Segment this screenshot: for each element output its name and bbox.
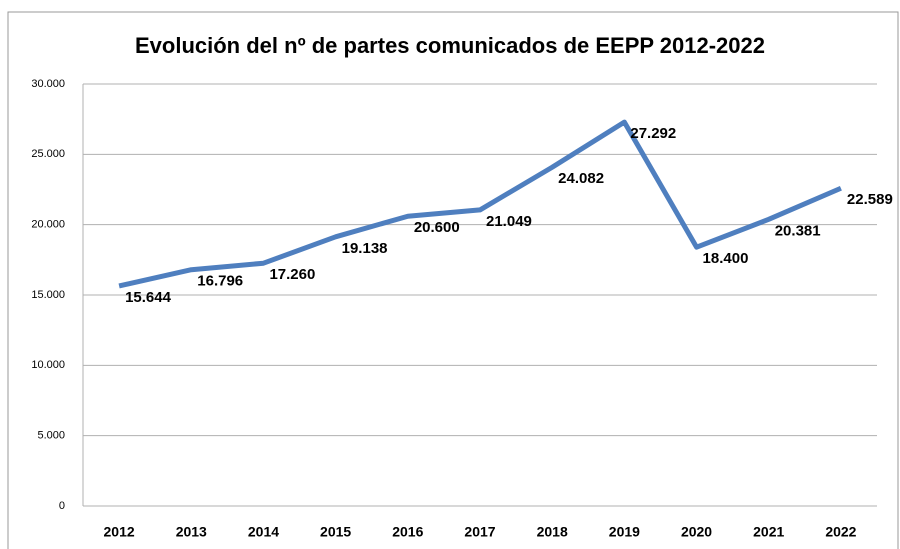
chart-title: Evolución del nº de partes comunicados d…: [135, 33, 765, 58]
x-tick-label: 2021: [753, 524, 784, 540]
data-label: 16.796: [197, 273, 243, 290]
y-tick-label: 0: [59, 500, 65, 512]
y-tick-label: 15.000: [31, 289, 65, 301]
chart-frame: [7, 11, 899, 549]
y-tick-label: 10.000: [31, 359, 65, 371]
data-label: 17.260: [269, 266, 315, 283]
x-tick-label: 2015: [320, 524, 351, 540]
x-tick-label: 2019: [609, 524, 640, 540]
x-tick-label: 2013: [176, 524, 207, 540]
y-tick-label: 30.000: [31, 78, 65, 90]
x-tick-label: 2018: [537, 524, 568, 540]
y-tick-label: 5.000: [37, 430, 65, 442]
data-label: 21.049: [486, 213, 532, 230]
data-label: 20.381: [775, 222, 821, 239]
data-label: 27.292: [630, 125, 676, 142]
x-tick-label: 2012: [104, 524, 135, 540]
x-tick-label: 2017: [464, 524, 495, 540]
data-label: 19.138: [342, 240, 388, 257]
data-label: 18.400: [703, 250, 749, 267]
x-tick-label: 2022: [825, 524, 856, 540]
data-label: 24.082: [558, 170, 604, 187]
data-label: 20.600: [414, 219, 460, 236]
y-tick-label: 25.000: [31, 148, 65, 160]
data-label: 22.589: [847, 191, 893, 208]
data-label: 15.644: [125, 289, 172, 306]
x-tick-label: 2020: [681, 524, 712, 540]
y-tick-label: 20.000: [31, 219, 65, 231]
x-tick-label: 2016: [392, 524, 423, 540]
x-tick-label: 2014: [248, 524, 279, 540]
line: [118, 119, 842, 289]
